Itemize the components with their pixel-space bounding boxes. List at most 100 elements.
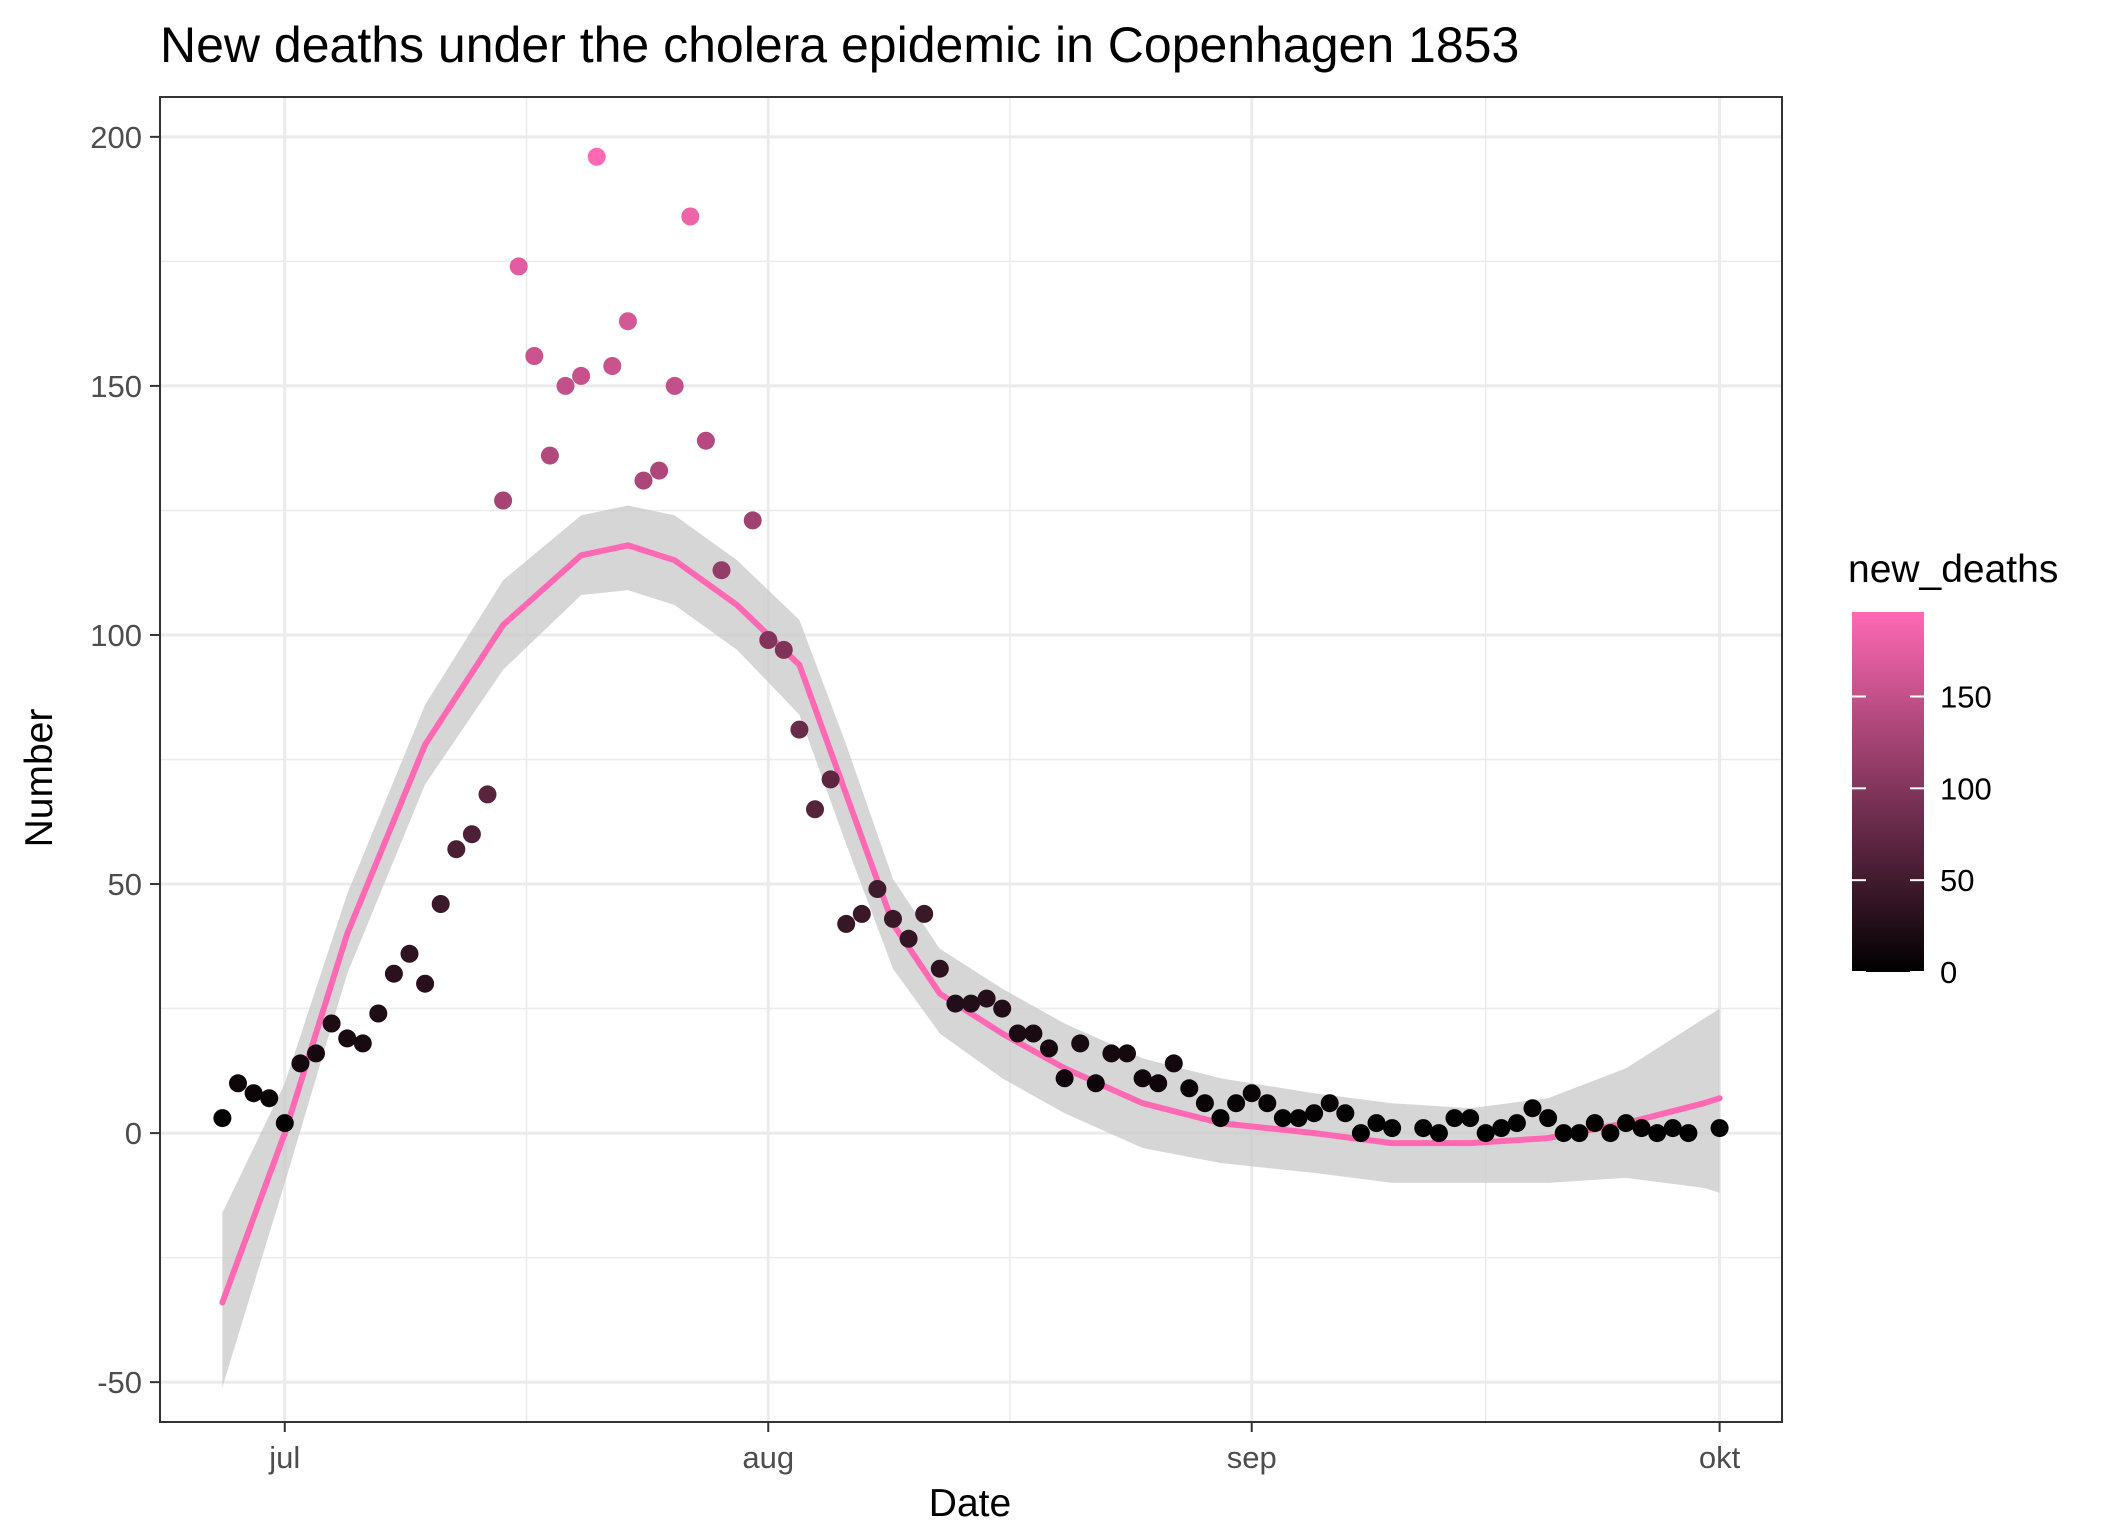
y-axis-title: Number: [18, 709, 61, 848]
x-axis: jul aug sep okt: [268, 1422, 1741, 1475]
data-point: [1429, 1124, 1448, 1143]
x-tick-label: jul: [268, 1440, 300, 1475]
data-point: [962, 994, 980, 1013]
data-point: [1648, 1124, 1667, 1143]
data-point: [229, 1074, 247, 1093]
points-layer: [213, 147, 1729, 1143]
data-point: [1539, 1109, 1558, 1128]
data-point: [275, 1114, 294, 1133]
y-tick-label: 50: [108, 867, 142, 902]
data-point: [462, 825, 481, 844]
legend-colorbar: [1852, 612, 1924, 972]
data-point: [915, 904, 934, 923]
data-point: [1055, 1069, 1074, 1088]
data-point: [1585, 1114, 1604, 1133]
y-tick-label: 0: [125, 1116, 142, 1151]
data-point: [618, 312, 637, 331]
x-tick-label: okt: [1699, 1440, 1741, 1475]
data-point: [634, 471, 653, 490]
data-point: [1024, 1024, 1043, 1043]
y-tick-label: 200: [90, 120, 142, 155]
data-point: [322, 1014, 341, 1033]
legend-tick-label: 50: [1940, 863, 1974, 898]
legend-tick-label: 100: [1940, 771, 1992, 806]
data-point: [946, 994, 965, 1013]
data-point: [821, 770, 840, 789]
y-tick-label: -50: [97, 1365, 142, 1400]
data-point: [837, 914, 856, 933]
confidence-ribbon: [222, 505, 1720, 1388]
data-point: [1601, 1124, 1620, 1143]
data-point: [1242, 1084, 1261, 1103]
data-point: [384, 964, 403, 983]
data-point: [993, 999, 1012, 1018]
data-point: [1211, 1109, 1230, 1128]
data-point: [1679, 1124, 1698, 1143]
data-point: [1554, 1124, 1573, 1143]
data-point: [1273, 1109, 1292, 1128]
data-point: [556, 376, 575, 395]
data-point: [1523, 1099, 1542, 1118]
data-point: [665, 376, 684, 395]
data-point: [1133, 1069, 1152, 1088]
data-point: [1086, 1074, 1105, 1093]
data-point: [431, 895, 450, 913]
data-point: [1289, 1109, 1308, 1128]
legend-tick-label: 0: [1940, 955, 1957, 990]
data-point: [1351, 1124, 1370, 1143]
data-point: [899, 929, 918, 948]
data-point: [1008, 1024, 1027, 1043]
data-point: [1476, 1124, 1495, 1143]
data-point: [1195, 1094, 1214, 1113]
data-point: [1180, 1079, 1199, 1098]
data-point: [1414, 1119, 1433, 1138]
chart-title: New deaths under the cholera epidemic in…: [160, 17, 1519, 73]
data-point: [1383, 1119, 1402, 1138]
data-point: [852, 904, 871, 923]
data-point: [930, 959, 949, 978]
data-point: [400, 944, 419, 963]
x-tick-label: sep: [1227, 1440, 1277, 1475]
data-point: [1710, 1119, 1729, 1138]
data-point: [1040, 1039, 1058, 1058]
data-point: [1461, 1109, 1480, 1128]
data-point: [603, 357, 622, 375]
data-point: [540, 446, 559, 465]
data-point: [587, 147, 606, 166]
data-point: [1617, 1114, 1635, 1133]
data-point: [1445, 1109, 1464, 1128]
data-point: [353, 1034, 372, 1053]
data-point: [1258, 1094, 1277, 1113]
data-point: [743, 511, 762, 530]
data-point: [790, 720, 809, 739]
smooth-line: [219, 542, 1723, 1306]
data-point: [1663, 1119, 1682, 1138]
data-point: [712, 561, 731, 580]
data-point: [681, 207, 700, 226]
data-point: [1071, 1034, 1090, 1053]
data-point: [1570, 1124, 1589, 1143]
data-point: [244, 1084, 263, 1103]
data-point: [1305, 1104, 1324, 1123]
smooth-fit-line: [219, 542, 1723, 1306]
data-point: [1367, 1114, 1386, 1133]
data-point: [291, 1054, 310, 1073]
data-point: [338, 1029, 357, 1048]
data-point: [650, 461, 669, 480]
data-point: [1632, 1119, 1651, 1138]
data-point: [884, 909, 902, 928]
data-point: [260, 1089, 279, 1108]
data-point: [774, 640, 793, 659]
data-point: [696, 431, 715, 450]
y-tick-label: 100: [90, 618, 142, 653]
x-tick-label: aug: [742, 1440, 794, 1475]
data-point: [447, 840, 466, 859]
data-point: [1118, 1044, 1136, 1063]
data-point: [1227, 1094, 1246, 1113]
data-point: [494, 491, 513, 510]
data-point: [307, 1044, 325, 1063]
legend: new_deaths 0 50 100 150: [1848, 548, 2058, 990]
data-point: [868, 880, 887, 898]
